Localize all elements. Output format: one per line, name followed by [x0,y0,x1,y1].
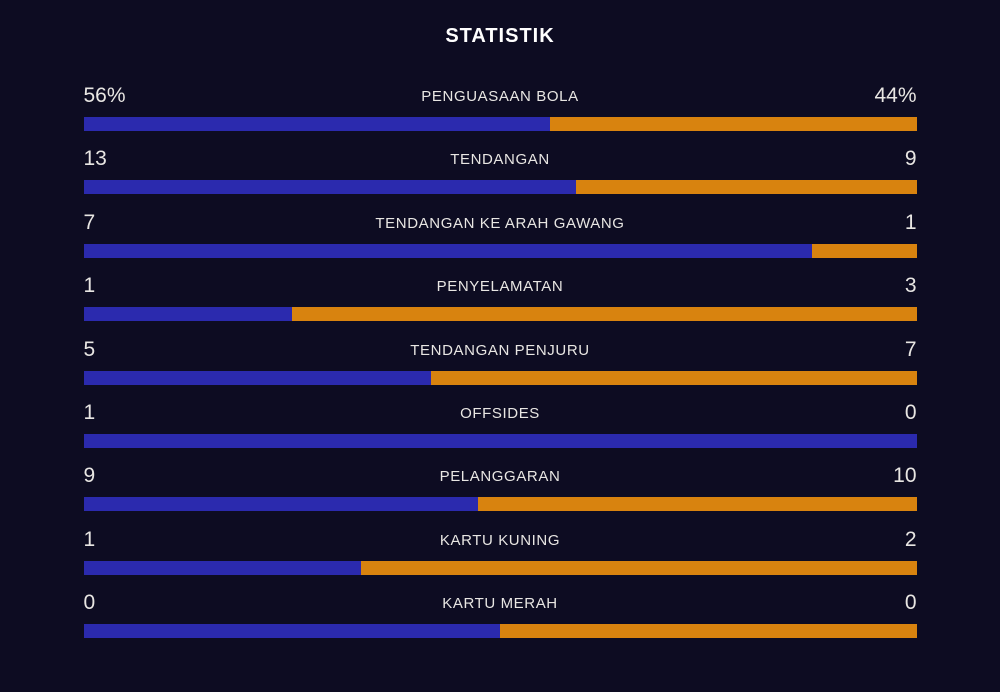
home-bar-segment [83,117,550,131]
away-value: 0 [904,400,917,424]
stat-row: 1 PENYELAMATAN 3 [83,274,917,337]
stat-bar [83,117,917,131]
home-bar-segment [83,180,576,195]
stat-row: 1 KARTU KUNING 2 [83,528,917,591]
stat-bar [83,433,917,448]
stat-bar [83,180,917,195]
stat-row: 5 TENDANGAN PENJURU 7 [83,338,917,401]
away-value: 0 [904,591,917,615]
away-value: 44% [874,84,917,107]
home-value: 9 [83,464,96,488]
away-value: 9 [904,147,917,171]
stat-row: 56% PENGUASAAN BOLA 44% [83,84,917,147]
stat-label: TENDANGAN KE ARAH GAWANG [375,214,625,232]
home-bar-segment [83,433,917,448]
stat-row-text: 0 KARTU MERAH 0 [84,591,917,615]
stat-row-text: 56% PENGUASAAN BOLA 44% [84,84,917,108]
stat-row-text: 13 TENDANGAN 9 [84,147,917,171]
home-value: 1 [83,400,96,424]
away-value: 7 [904,337,917,361]
stat-row-text: 1 KARTU KUNING 2 [84,528,917,552]
home-value: 13 [83,147,107,171]
stat-row: 0 KARTU MERAH 0 [83,591,917,654]
home-bar-segment [83,624,500,639]
stat-row-text: 1 PENYELAMATAN 3 [84,274,917,298]
stat-label: PENGUASAAN BOLA [421,88,579,105]
stat-row: 1 OFFSIDES 0 [83,401,917,464]
home-bar-segment [83,497,479,512]
stat-label: PENYELAMATAN [436,278,564,296]
home-value: 1 [83,274,96,298]
stat-row-text: 7 TENDANGAN KE ARAH GAWANG 1 [84,211,917,235]
stat-label: PELANGGARAN [439,468,561,486]
away-value: 3 [904,274,917,298]
stat-label: OFFSIDES [460,404,540,422]
stat-label: KARTU KUNING [439,531,561,549]
stat-label: TENDANGAN PENJURU [410,341,590,359]
stat-bar [83,624,917,639]
stat-row: 7 TENDANGAN KE ARAH GAWANG 1 [83,211,917,274]
stat-row-text: 5 TENDANGAN PENJURU 7 [84,338,917,362]
stat-label: KARTU MERAH [442,595,558,613]
home-value: 0 [83,591,96,615]
home-bar-segment [83,243,813,258]
stat-bar [83,243,917,258]
home-value: 56% [83,84,126,107]
stat-bar [83,307,917,322]
home-bar-segment [83,307,292,322]
stat-row-text: 9 PELANGGARAN 10 [84,464,917,488]
home-value: 5 [83,337,96,361]
page-title: STATISTIK [445,25,555,47]
stat-bar [83,560,917,575]
home-value: 1 [83,527,96,551]
home-bar-segment [83,370,431,385]
stat-bar [83,497,917,512]
stat-row-text: 1 OFFSIDES 0 [84,401,917,425]
stat-row: 13 TENDANGAN 9 [83,147,917,210]
away-value: 2 [904,527,917,551]
stat-bar [83,370,917,385]
away-value: 1 [904,210,917,234]
stats-list: 56% PENGUASAAN BOLA 44% 13 TENDANGAN 9 7… [83,84,917,655]
stat-label: TENDANGAN [450,151,550,169]
home-bar-segment [83,560,362,575]
home-value: 7 [83,210,96,234]
stat-row: 9 PELANGGARAN 10 [83,464,917,527]
away-value: 10 [893,464,917,488]
